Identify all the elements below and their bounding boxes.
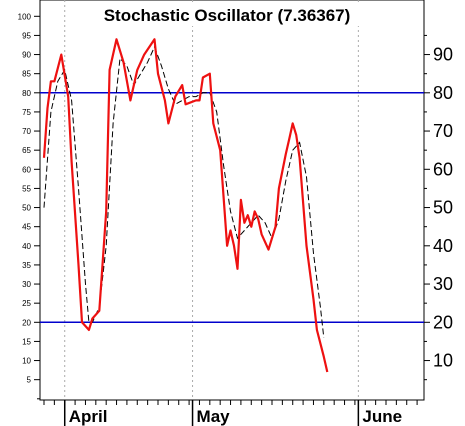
series-line-slow — [43, 45, 325, 338]
left-tick-label: 90 — [22, 51, 31, 60]
right-tick-label: 60 — [433, 159, 453, 179]
series-lines — [42, 38, 329, 373]
left-tick-label: 80 — [22, 89, 31, 98]
left-tick-label: 100 — [18, 12, 32, 21]
left-tick-label: 10 — [22, 357, 31, 366]
x-axis: April May June — [43, 400, 418, 426]
left-tick-label: 65 — [22, 146, 31, 155]
left-tick-label: 55 — [22, 184, 31, 193]
left-tick-label: 85 — [22, 70, 31, 79]
month-label-april: April — [69, 407, 108, 426]
grid-lines — [64, 0, 359, 400]
right-tick-label: 90 — [433, 45, 453, 65]
left-tick-label: 60 — [22, 165, 31, 174]
left-tick-label: 35 — [22, 261, 31, 270]
left-tick-label: 40 — [22, 242, 31, 251]
left-tick-label: 30 — [22, 280, 31, 289]
title-background — [88, 4, 366, 26]
month-label-may: May — [197, 407, 231, 426]
left-tick-label: 70 — [22, 127, 31, 136]
right-tick-label: 80 — [433, 83, 453, 103]
right-tick-label: 70 — [433, 121, 453, 141]
left-tick-label: 5 — [27, 376, 32, 385]
left-tick-label: 20 — [22, 318, 31, 327]
left-y-axis: 5 10 15 20 25 30 35 40 45 50 55 60 65 70 75 80 85 90 95 100 — [18, 12, 40, 400]
right-y-axis: 10 20 30 40 50 60 70 80 90 — [424, 34, 453, 381]
plot-area — [39, 0, 425, 401]
chart-title: Stochastic Oscillator (7.36367) — [104, 6, 351, 25]
left-tick-label: 75 — [22, 108, 31, 117]
left-tick-label: 45 — [22, 223, 31, 232]
series-line-fast — [42, 38, 329, 373]
right-tick-label: 10 — [433, 351, 453, 371]
right-tick-label: 50 — [433, 198, 453, 218]
left-tick-label: 25 — [22, 299, 31, 308]
right-tick-label: 40 — [433, 236, 453, 256]
reference-lines — [40, 92, 424, 324]
left-tick-label: 50 — [22, 204, 31, 213]
month-label-june: June — [362, 407, 402, 426]
right-tick-label: 30 — [433, 274, 453, 294]
left-tick-label: 15 — [22, 337, 31, 346]
left-tick-label: 95 — [22, 31, 31, 40]
right-tick-label: 20 — [433, 312, 453, 332]
